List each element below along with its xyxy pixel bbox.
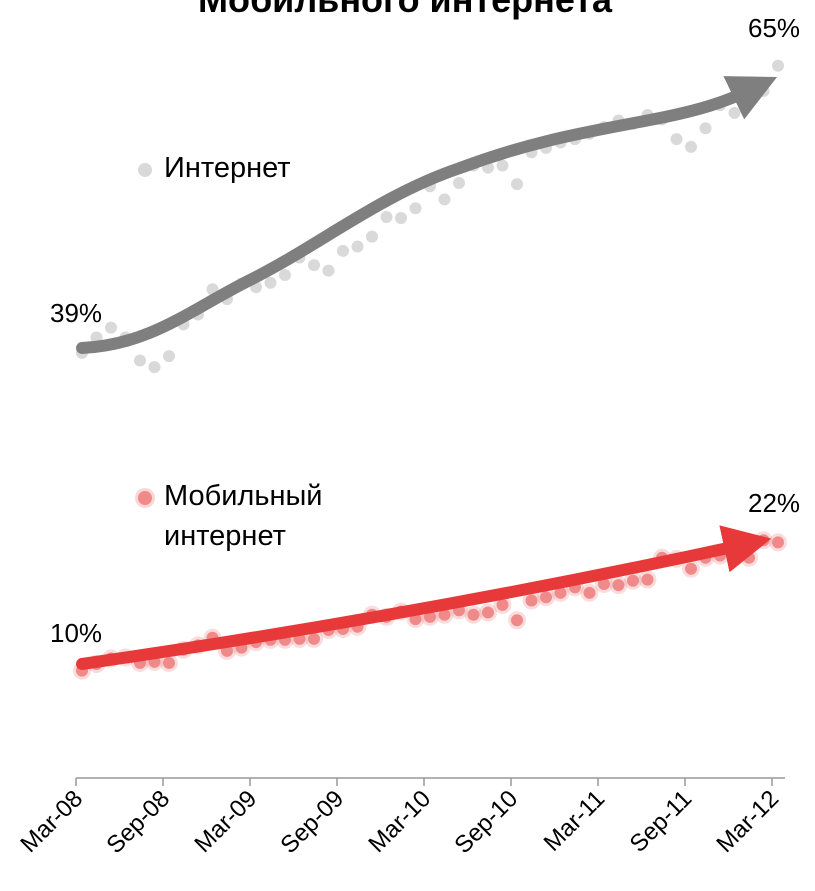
x-tick-label: Mar-08: [15, 785, 88, 858]
x-tick-label: Mar-10: [363, 785, 436, 858]
legend-label: Интернет: [164, 152, 291, 184]
point: [308, 259, 320, 272]
point: [670, 133, 683, 146]
point: [160, 653, 178, 672]
point: [279, 269, 291, 282]
point: [580, 583, 599, 602]
annotation: 22%: [748, 488, 800, 518]
point: [740, 548, 758, 567]
x-tick-label: Mar-12: [711, 785, 784, 858]
point: [638, 570, 657, 589]
point: [496, 159, 509, 172]
x-tick-label: Mar-09: [189, 785, 262, 858]
point: [728, 106, 741, 119]
x-tick-label: Sep-09: [275, 785, 349, 859]
point: [522, 591, 541, 610]
annotation: 10%: [50, 618, 102, 648]
trend-arrow: [76, 76, 778, 354]
point: [479, 603, 497, 622]
point: [337, 244, 349, 257]
point: [464, 605, 483, 624]
point: [264, 276, 277, 289]
point: [772, 59, 784, 72]
point: [685, 140, 697, 153]
point: [699, 122, 712, 135]
x-tick-label: Sep-08: [101, 785, 175, 859]
point: [769, 533, 787, 552]
point: [438, 193, 451, 206]
point: [351, 240, 364, 253]
point: [453, 176, 465, 189]
point: [163, 350, 175, 363]
point: [537, 588, 555, 607]
annotation: 39%: [50, 298, 102, 328]
legend-swatch: [138, 163, 152, 177]
point: [609, 576, 628, 595]
point: [134, 354, 146, 367]
point: [305, 629, 323, 648]
legend-swatch: [138, 491, 152, 505]
point: [493, 595, 512, 614]
point: [409, 202, 422, 215]
legend-item: Мобильный интернет: [138, 476, 364, 556]
point: [395, 212, 407, 225]
point: [754, 531, 773, 550]
point: [757, 84, 770, 97]
point: [380, 210, 393, 223]
point: [511, 178, 523, 191]
trend-arrow: [76, 525, 772, 670]
point: [322, 264, 335, 277]
point: [105, 321, 117, 334]
x-tick-label: Sep-10: [449, 785, 523, 859]
point: [148, 361, 161, 374]
point: [682, 559, 700, 578]
point: [366, 230, 378, 243]
annotation: 65%: [748, 13, 800, 43]
legend-label: Мобильный интернет: [164, 480, 323, 552]
legend-item: Интернет: [138, 148, 291, 188]
chart-title: Мобильного интернета: [198, 0, 613, 20]
point: [624, 571, 642, 590]
point: [508, 611, 526, 630]
x-tick-label: Mar-11: [539, 785, 611, 857]
x-tick-label: Sep-11: [625, 785, 698, 858]
